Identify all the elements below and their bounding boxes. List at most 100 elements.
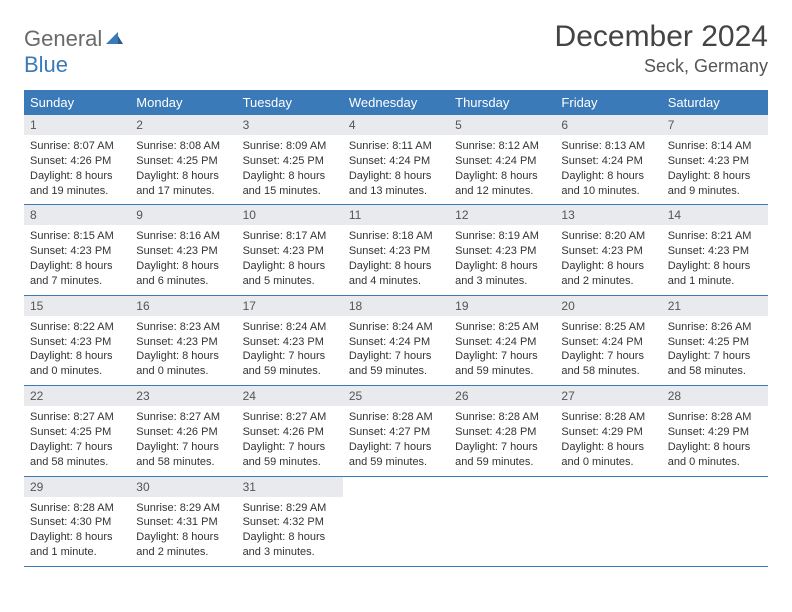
- sunset-text: Sunset: 4:25 PM: [668, 335, 762, 350]
- day-number: 30: [130, 477, 236, 497]
- day-number: 31: [237, 477, 343, 497]
- sunset-text: Sunset: 4:29 PM: [668, 425, 762, 440]
- calendar: Sunday Monday Tuesday Wednesday Thursday…: [24, 90, 768, 567]
- day-cell: 31Sunrise: 8:29 AMSunset: 4:32 PMDayligh…: [237, 477, 343, 566]
- day-body: Sunrise: 8:25 AMSunset: 4:24 PMDaylight:…: [449, 316, 555, 385]
- sunrise-text: Sunrise: 8:27 AM: [30, 410, 124, 425]
- sunset-text: Sunset: 4:24 PM: [561, 335, 655, 350]
- day-cell: 3Sunrise: 8:09 AMSunset: 4:25 PMDaylight…: [237, 115, 343, 204]
- day-body: Sunrise: 8:29 AMSunset: 4:32 PMDaylight:…: [237, 497, 343, 566]
- day-body: Sunrise: 8:28 AMSunset: 4:27 PMDaylight:…: [343, 406, 449, 475]
- day-cell: 10Sunrise: 8:17 AMSunset: 4:23 PMDayligh…: [237, 205, 343, 294]
- page-header: General Blue December 2024 Seck, Germany: [24, 20, 768, 78]
- sunset-text: Sunset: 4:25 PM: [136, 154, 230, 169]
- day-body: Sunrise: 8:17 AMSunset: 4:23 PMDaylight:…: [237, 225, 343, 294]
- daylight-text: Daylight: 8 hours and 3 minutes.: [455, 259, 549, 289]
- day-body: Sunrise: 8:29 AMSunset: 4:31 PMDaylight:…: [130, 497, 236, 566]
- sunset-text: Sunset: 4:32 PM: [243, 515, 337, 530]
- day-cell: 4Sunrise: 8:11 AMSunset: 4:24 PMDaylight…: [343, 115, 449, 204]
- day-number: 17: [237, 296, 343, 316]
- day-cell: 26Sunrise: 8:28 AMSunset: 4:28 PMDayligh…: [449, 386, 555, 475]
- day-number: 7: [662, 115, 768, 135]
- sunset-text: Sunset: 4:23 PM: [136, 244, 230, 259]
- week-row: 1Sunrise: 8:07 AMSunset: 4:26 PMDaylight…: [24, 115, 768, 205]
- week-row: 29Sunrise: 8:28 AMSunset: 4:30 PMDayligh…: [24, 477, 768, 567]
- day-cell: 9Sunrise: 8:16 AMSunset: 4:23 PMDaylight…: [130, 205, 236, 294]
- day-body: Sunrise: 8:28 AMSunset: 4:29 PMDaylight:…: [662, 406, 768, 475]
- day-headers-row: Sunday Monday Tuesday Wednesday Thursday…: [24, 90, 768, 115]
- sunset-text: Sunset: 4:26 PM: [243, 425, 337, 440]
- day-cell: 8Sunrise: 8:15 AMSunset: 4:23 PMDaylight…: [24, 205, 130, 294]
- sunset-text: Sunset: 4:23 PM: [349, 244, 443, 259]
- sunset-text: Sunset: 4:24 PM: [561, 154, 655, 169]
- sunrise-text: Sunrise: 8:21 AM: [668, 229, 762, 244]
- day-number: 14: [662, 205, 768, 225]
- daylight-text: Daylight: 8 hours and 15 minutes.: [243, 169, 337, 199]
- day-number: 24: [237, 386, 343, 406]
- sunrise-text: Sunrise: 8:24 AM: [349, 320, 443, 335]
- day-cell: 2Sunrise: 8:08 AMSunset: 4:25 PMDaylight…: [130, 115, 236, 204]
- week-row: 8Sunrise: 8:15 AMSunset: 4:23 PMDaylight…: [24, 205, 768, 295]
- daylight-text: Daylight: 7 hours and 59 minutes.: [243, 440, 337, 470]
- sunset-text: Sunset: 4:23 PM: [30, 244, 124, 259]
- daylight-text: Daylight: 7 hours and 58 minutes.: [561, 349, 655, 379]
- sunset-text: Sunset: 4:23 PM: [561, 244, 655, 259]
- daylight-text: Daylight: 7 hours and 59 minutes.: [243, 349, 337, 379]
- sunset-text: Sunset: 4:28 PM: [455, 425, 549, 440]
- sunset-text: Sunset: 4:25 PM: [30, 425, 124, 440]
- day-body: Sunrise: 8:09 AMSunset: 4:25 PMDaylight:…: [237, 135, 343, 204]
- sunrise-text: Sunrise: 8:29 AM: [243, 501, 337, 516]
- location: Seck, Germany: [555, 56, 768, 77]
- day-body: Sunrise: 8:18 AMSunset: 4:23 PMDaylight:…: [343, 225, 449, 294]
- sunset-text: Sunset: 4:24 PM: [455, 335, 549, 350]
- sunrise-text: Sunrise: 8:24 AM: [243, 320, 337, 335]
- day-cell: 28Sunrise: 8:28 AMSunset: 4:29 PMDayligh…: [662, 386, 768, 475]
- day-cell: [343, 477, 449, 566]
- day-cell: 7Sunrise: 8:14 AMSunset: 4:23 PMDaylight…: [662, 115, 768, 204]
- daylight-text: Daylight: 8 hours and 13 minutes.: [349, 169, 443, 199]
- daylight-text: Daylight: 7 hours and 58 minutes.: [30, 440, 124, 470]
- day-body: Sunrise: 8:27 AMSunset: 4:26 PMDaylight:…: [130, 406, 236, 475]
- sunset-text: Sunset: 4:24 PM: [455, 154, 549, 169]
- day-number: 21: [662, 296, 768, 316]
- day-cell: 19Sunrise: 8:25 AMSunset: 4:24 PMDayligh…: [449, 296, 555, 385]
- sunrise-text: Sunrise: 8:27 AM: [243, 410, 337, 425]
- day-body: Sunrise: 8:15 AMSunset: 4:23 PMDaylight:…: [24, 225, 130, 294]
- day-header-sunday: Sunday: [24, 90, 130, 115]
- day-cell: 22Sunrise: 8:27 AMSunset: 4:25 PMDayligh…: [24, 386, 130, 475]
- daylight-text: Daylight: 8 hours and 3 minutes.: [243, 530, 337, 560]
- day-body: Sunrise: 8:28 AMSunset: 4:28 PMDaylight:…: [449, 406, 555, 475]
- day-number: 29: [24, 477, 130, 497]
- day-number: 9: [130, 205, 236, 225]
- day-header-thursday: Thursday: [449, 90, 555, 115]
- sunrise-text: Sunrise: 8:27 AM: [136, 410, 230, 425]
- sunset-text: Sunset: 4:26 PM: [30, 154, 124, 169]
- sunset-text: Sunset: 4:23 PM: [668, 244, 762, 259]
- day-cell: 16Sunrise: 8:23 AMSunset: 4:23 PMDayligh…: [130, 296, 236, 385]
- day-number: 28: [662, 386, 768, 406]
- day-body: Sunrise: 8:07 AMSunset: 4:26 PMDaylight:…: [24, 135, 130, 204]
- day-body: Sunrise: 8:13 AMSunset: 4:24 PMDaylight:…: [555, 135, 661, 204]
- day-cell: 18Sunrise: 8:24 AMSunset: 4:24 PMDayligh…: [343, 296, 449, 385]
- day-cell: 24Sunrise: 8:27 AMSunset: 4:26 PMDayligh…: [237, 386, 343, 475]
- day-body: Sunrise: 8:27 AMSunset: 4:25 PMDaylight:…: [24, 406, 130, 475]
- day-number: 20: [555, 296, 661, 316]
- daylight-text: Daylight: 7 hours and 59 minutes.: [349, 349, 443, 379]
- sunrise-text: Sunrise: 8:25 AM: [455, 320, 549, 335]
- day-body: Sunrise: 8:27 AMSunset: 4:26 PMDaylight:…: [237, 406, 343, 475]
- sunrise-text: Sunrise: 8:07 AM: [30, 139, 124, 154]
- daylight-text: Daylight: 8 hours and 0 minutes.: [561, 440, 655, 470]
- day-body: Sunrise: 8:28 AMSunset: 4:30 PMDaylight:…: [24, 497, 130, 566]
- day-number: 12: [449, 205, 555, 225]
- sunrise-text: Sunrise: 8:20 AM: [561, 229, 655, 244]
- logo-text: General Blue: [24, 26, 124, 78]
- day-body: Sunrise: 8:23 AMSunset: 4:23 PMDaylight:…: [130, 316, 236, 385]
- day-number: 6: [555, 115, 661, 135]
- day-header-wednesday: Wednesday: [343, 90, 449, 115]
- sunset-text: Sunset: 4:23 PM: [136, 335, 230, 350]
- daylight-text: Daylight: 8 hours and 6 minutes.: [136, 259, 230, 289]
- day-header-tuesday: Tuesday: [237, 90, 343, 115]
- logo-part2: Blue: [24, 52, 68, 77]
- logo-part1: General: [24, 26, 102, 51]
- day-number: 22: [24, 386, 130, 406]
